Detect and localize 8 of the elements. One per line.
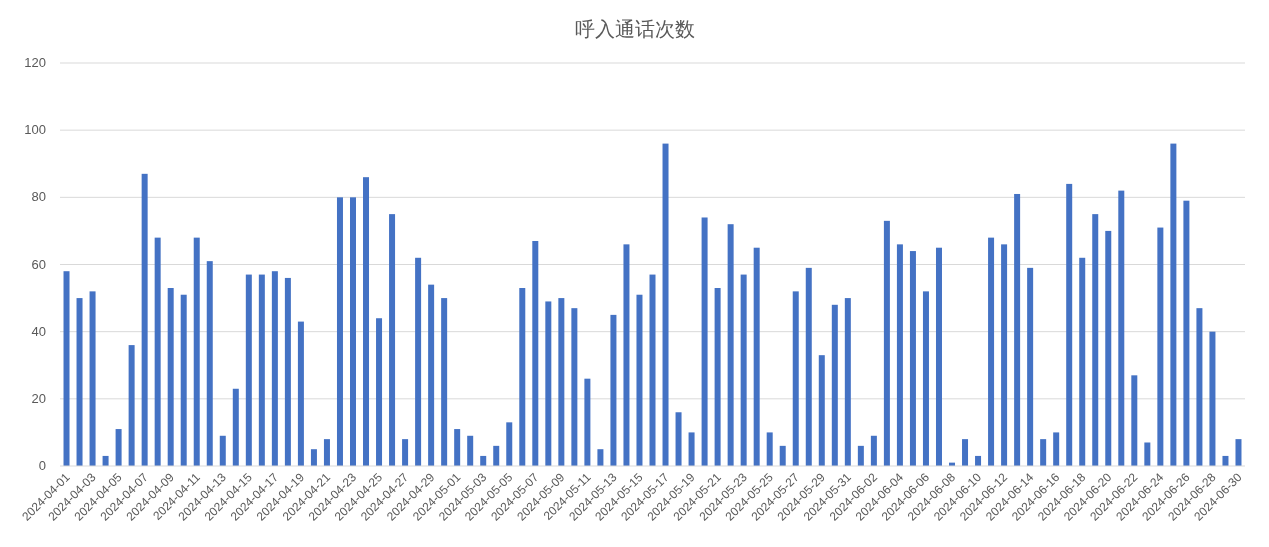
y-tick-label: 20 [31, 390, 46, 406]
y-tick-label: 0 [38, 458, 46, 473]
y-tick-label: 100 [24, 122, 46, 138]
y-tick-label: 40 [31, 323, 46, 339]
y-tick-label: 120 [24, 55, 46, 70]
y-tick-label: 60 [31, 256, 46, 272]
y-tick-label: 80 [31, 189, 46, 205]
chart-title: 呼入通话次数 [574, 18, 695, 40]
